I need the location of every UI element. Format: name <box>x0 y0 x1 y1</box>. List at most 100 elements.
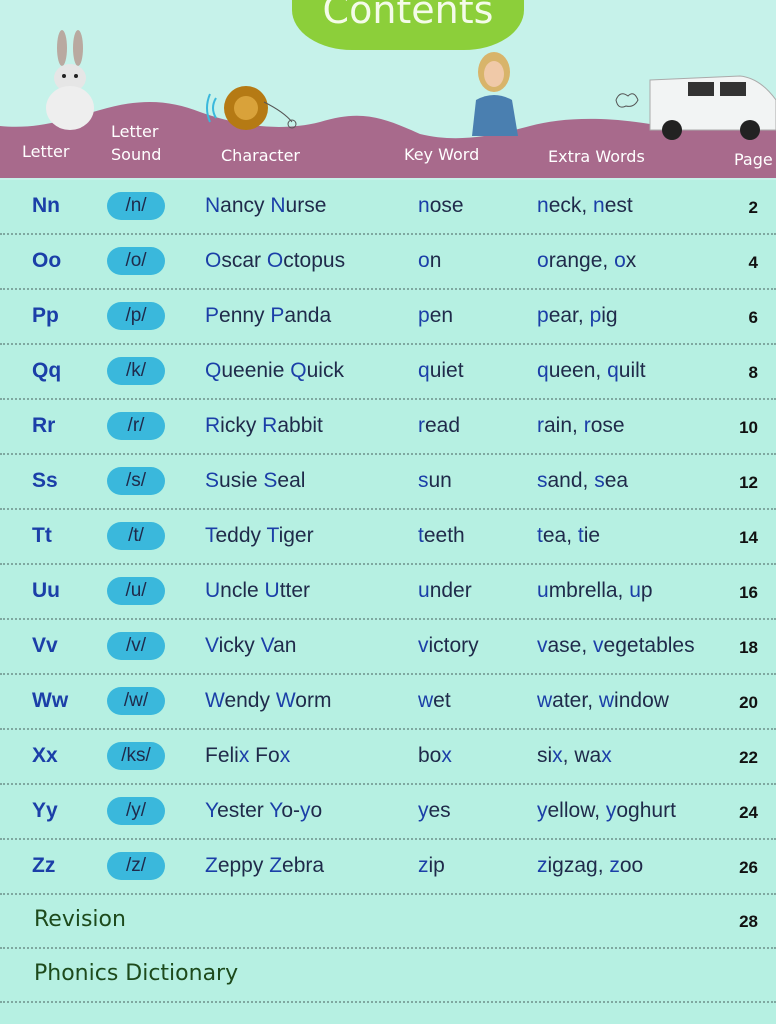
extra-words-cell: rain, rose <box>537 414 625 437</box>
table-row[interactable]: Rr/r/Ricky Rabbit read rain, rose 10 <box>0 400 776 455</box>
table-row[interactable]: Ww/w/Wendy Worm wet water, window 20 <box>0 675 776 730</box>
sound-pill: /ks/ <box>107 742 165 770</box>
girl-picture <box>472 52 518 136</box>
page-number: 28 <box>739 912 758 931</box>
character-cell: Susie Seal <box>205 469 306 492</box>
page-number: 16 <box>739 583 758 602</box>
letter-cell: Ss <box>32 469 58 492</box>
section-row[interactable]: Phonics Dictionary <box>0 949 776 1003</box>
page-number: 10 <box>739 418 758 437</box>
table-row[interactable]: Pp/p/Penny Panda pen pear, pig 6 <box>0 290 776 345</box>
header-letter: Letter <box>22 142 70 161</box>
letter-cell: Xx <box>32 744 58 767</box>
rabbit-picture <box>46 30 94 130</box>
page-number: 20 <box>739 693 758 712</box>
character-cell: Nancy Nurse <box>205 194 327 217</box>
sound-pill: /u/ <box>107 577 165 605</box>
character-cell: Oscar Octopus <box>205 249 346 272</box>
key-word-cell: pen <box>418 304 454 327</box>
table-row[interactable]: Tt/t/Teddy Tiger teeth tea, tie 14 <box>0 510 776 565</box>
sound-pill: /s/ <box>107 467 165 495</box>
letter-cell: Uu <box>32 579 60 602</box>
sound-pill: /y/ <box>107 797 165 825</box>
table-row[interactable]: Qq/k/Queenie Quick quiet queen, quilt 8 <box>0 345 776 400</box>
key-word-cell: zip <box>418 854 445 877</box>
key-word-cell: sun <box>418 469 452 492</box>
page-header: Contents Letter Letter Sound Character K… <box>0 0 776 180</box>
section-row[interactable]: Revision 28 <box>0 895 776 949</box>
extra-words-cell: zigzag, zoo <box>537 854 644 877</box>
character-cell: Vicky Van <box>205 634 297 657</box>
header-character: Character <box>221 146 300 165</box>
character-cell: Queenie Quick <box>205 359 344 382</box>
sound-pill: /w/ <box>107 687 165 715</box>
header-letter-sound-1: Letter <box>111 122 159 141</box>
letter-cell: Yy <box>32 799 58 822</box>
table-row[interactable]: Nn/n/Nancy Nurse nose neck, nest 2 <box>0 180 776 235</box>
extra-words-cell: pear, pig <box>537 304 618 327</box>
character-cell: Uncle Utter <box>205 579 311 602</box>
table-row[interactable]: Zz/z/Zeppy Zebra zip zigzag, zoo 26 <box>0 840 776 895</box>
key-word-cell: on <box>418 249 442 272</box>
key-word-cell: teeth <box>418 524 465 547</box>
letter-cell: Ww <box>32 689 69 712</box>
page-number: 12 <box>739 473 758 492</box>
extra-words-cell: water, window <box>537 689 669 712</box>
key-word-cell: under <box>418 579 472 602</box>
extra-words-cell: neck, nest <box>537 194 633 217</box>
extra-words-cell: queen, quilt <box>537 359 646 382</box>
title-blob: Contents <box>292 0 524 50</box>
extra-words-cell: umbrella, up <box>537 579 653 602</box>
page-number: 6 <box>748 308 758 327</box>
table-row[interactable]: Uu/u/Uncle Utter under umbrella, up 16 <box>0 565 776 620</box>
sound-pill: /k/ <box>107 357 165 385</box>
table-row[interactable]: Yy/y/Yester Yo-yo yes yellow, yoghurt 24 <box>0 785 776 840</box>
key-word-cell: read <box>418 414 461 437</box>
letter-cell: Rr <box>32 414 56 437</box>
key-word-cell: wet <box>418 689 451 712</box>
yoyo-picture <box>206 86 297 130</box>
sound-pill: /t/ <box>107 522 165 550</box>
page-number: 2 <box>748 198 758 217</box>
header-letter-sound-2: Sound <box>111 145 162 164</box>
sound-pill: /p/ <box>107 302 165 330</box>
header-key-word: Key Word <box>404 145 480 164</box>
letter-cell: Pp <box>32 304 59 327</box>
key-word-cell: yes <box>418 799 451 822</box>
letter-cell: Vv <box>32 634 58 657</box>
sound-pill: /v/ <box>107 632 165 660</box>
page-number: 8 <box>748 363 758 382</box>
section-label: Revision <box>34 907 126 932</box>
extra-words-cell: six, wax <box>537 744 612 767</box>
sound-pill: /n/ <box>107 192 165 220</box>
van-picture <box>615 75 776 140</box>
page-number: 26 <box>739 858 758 877</box>
key-word-cell: nose <box>418 194 464 217</box>
table-row[interactable]: Oo/o/Oscar Octopus on orange, ox 4 <box>0 235 776 290</box>
character-cell: Penny Panda <box>205 304 332 327</box>
character-cell: Ricky Rabbit <box>205 414 323 437</box>
page-number: 14 <box>739 528 758 547</box>
character-cell: Felix Fox <box>205 744 291 767</box>
table-row[interactable]: Xx/ks/Felix Fox box six, wax 22 <box>0 730 776 785</box>
sound-pill: /o/ <box>107 247 165 275</box>
character-cell: Yester Yo-yo <box>205 799 323 822</box>
letter-cell: Zz <box>32 854 56 877</box>
extra-words-cell: vase, vegetables <box>537 634 695 657</box>
sound-pill: /z/ <box>107 852 165 880</box>
page-number: 24 <box>739 803 758 822</box>
table-row[interactable]: Vv/v/Vicky Van victory vase, vegetables 18 <box>0 620 776 675</box>
contents-table: Nn/n/Nancy Nurse nose neck, nest 2 Oo/o/Osca… <box>0 180 776 1003</box>
letter-cell: Oo <box>32 249 62 272</box>
letter-cell: Qq <box>32 359 62 382</box>
letter-cell: Nn <box>32 194 60 217</box>
extra-words-cell: sand, sea <box>537 469 629 492</box>
letter-cell: Tt <box>32 524 52 547</box>
extra-words-cell: tea, tie <box>537 524 601 547</box>
character-cell: Zeppy Zebra <box>205 854 325 877</box>
character-cell: Teddy Tiger <box>205 524 314 547</box>
extra-words-cell: yellow, yoghurt <box>537 799 676 822</box>
page-title: Contents <box>322 0 494 32</box>
table-row[interactable]: Ss/s/Susie Seal sun sand, sea 12 <box>0 455 776 510</box>
key-word-cell: box <box>418 744 452 767</box>
